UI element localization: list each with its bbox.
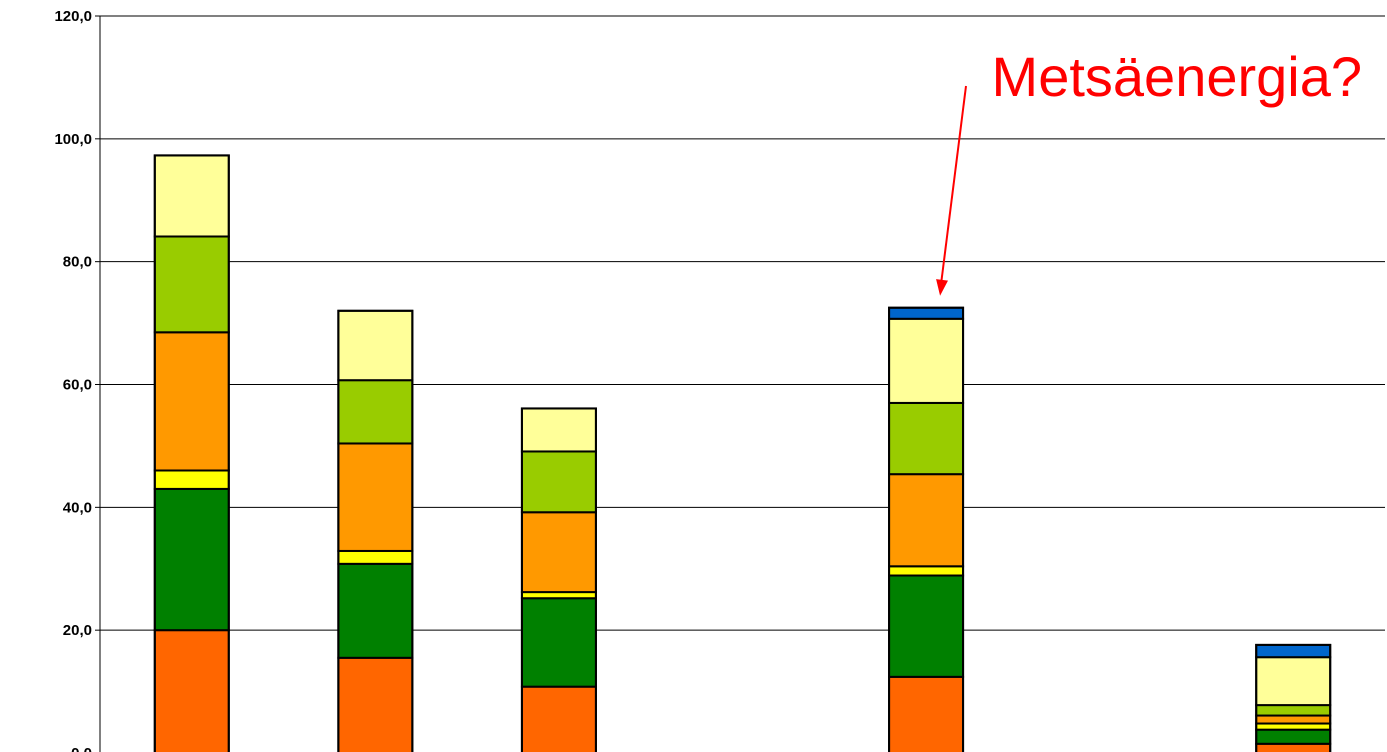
bar-segment-2-4 xyxy=(520,450,597,514)
y-tick-label: 120,0 xyxy=(54,8,92,25)
bar-segment-0-4 xyxy=(153,235,230,334)
bar-segment-2-1 xyxy=(520,597,597,688)
y-tick-label: 0,0 xyxy=(71,745,92,752)
annotations: Metsäenergia? xyxy=(936,45,1362,296)
annotation-arrow-line xyxy=(939,85,967,292)
bar-segment-6-4 xyxy=(1255,704,1332,717)
bar-segment-6-1 xyxy=(1255,728,1332,745)
bar-segment-0-0 xyxy=(153,629,230,752)
bars xyxy=(153,154,1332,752)
bar-segment-0-1 xyxy=(153,487,230,632)
bar-segment-1-3 xyxy=(337,442,414,552)
bar-segment-1-2 xyxy=(337,549,414,565)
bar-segment-2-0 xyxy=(520,685,597,752)
y-tick-label: 60,0 xyxy=(63,377,92,394)
bar-segment-4-3 xyxy=(888,473,965,568)
bar-segment-4-5 xyxy=(888,317,965,404)
bar-segment-1-0 xyxy=(337,656,414,752)
y-axis-ticks: 0,0 20,0 40,0 60,0 80,0 100,0 120,0 xyxy=(54,8,101,752)
bar-outline-1 xyxy=(337,309,414,752)
bar-segment-6-5 xyxy=(1255,656,1332,707)
y-tick-label: 100,0 xyxy=(54,131,92,148)
grid-lines xyxy=(100,15,1385,631)
bar-segment-1-5 xyxy=(337,309,414,382)
bar-segment-1-4 xyxy=(337,379,414,445)
bar-segment-4-2 xyxy=(888,565,965,577)
bar-outline-2 xyxy=(520,407,597,752)
annotation-arrow-head xyxy=(936,279,948,296)
bar-outline-0 xyxy=(153,154,230,752)
y-tick-label: 20,0 xyxy=(63,622,92,639)
y-tick-label: 40,0 xyxy=(63,499,92,516)
bar-segment-4-0 xyxy=(888,675,965,752)
bar-segment-6-3 xyxy=(1255,714,1332,725)
bar-segment-2-5 xyxy=(520,407,597,453)
bar-segment-0-3 xyxy=(153,331,230,472)
bar-segment-6-0 xyxy=(1255,742,1332,752)
bar-segment-2-3 xyxy=(520,511,597,594)
y-tick-label: 80,0 xyxy=(63,254,92,271)
bar-outline-4 xyxy=(888,306,965,752)
bar-segment-4-1 xyxy=(888,574,965,678)
bar-segment-1-1 xyxy=(337,562,414,659)
bar-segment-4-6 xyxy=(888,306,965,320)
bar-segment-4-4 xyxy=(888,401,965,476)
bar-segment-0-5 xyxy=(153,154,230,238)
bar-segment-6-6 xyxy=(1255,643,1332,659)
bar-outline-6 xyxy=(1255,643,1332,752)
bar-segment-0-2 xyxy=(153,469,230,490)
annotation-text: Metsäenergia? xyxy=(992,45,1362,108)
